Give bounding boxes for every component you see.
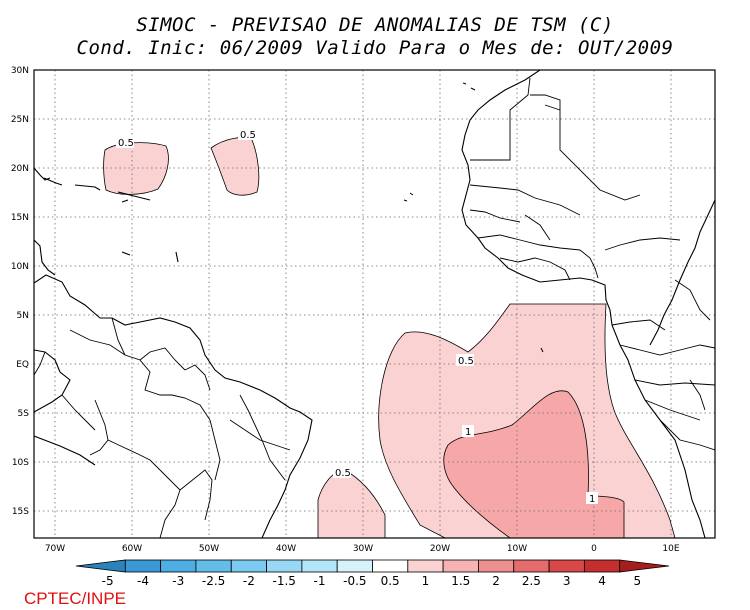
anomaly-region-atlantic-north [210, 137, 260, 196]
lat-label: 25N [11, 115, 29, 125]
lat-label: 15S [12, 507, 29, 517]
map-plot-area: 0.5 0.5 0.5 0.5 1 1 [34, 70, 715, 538]
lon-label: 10E [662, 544, 679, 554]
colorbar-swatch [619, 559, 670, 573]
lon-label: 50W [199, 544, 219, 554]
longitude-labels: 70W 60W 50W 40W 30W 20W 10W 0 10E [45, 544, 680, 554]
colorbar-swatch [266, 559, 303, 573]
colorbar-label: 4 [598, 574, 606, 588]
colorbar-label: 2.5 [522, 574, 541, 588]
anomaly-region-south-brazil [317, 469, 386, 538]
colorbar-label: 3 [563, 574, 571, 588]
contour-label-6: 1 [589, 494, 595, 505]
map-subtitle: Cond. Inic: 06/2009 Valido Para o Mes de… [76, 37, 674, 59]
colorbar-swatch [548, 559, 585, 573]
africa-borders [469, 77, 715, 451]
colorbar-label: 1.5 [451, 574, 470, 588]
colorbar-swatch [442, 559, 479, 573]
colorbar-swatch [124, 559, 162, 573]
lat-label: 5N [17, 311, 29, 321]
colorbar-label: -4 [137, 574, 149, 588]
colorbar-swatch [407, 559, 444, 573]
gridlines [34, 70, 715, 538]
lat-label: 15N [11, 213, 29, 223]
south-america-borders [34, 317, 291, 538]
colorbar-label: 0.5 [381, 574, 400, 588]
contour-label-4: 0.5 [335, 468, 351, 479]
colorbar-label: -2 [243, 574, 255, 588]
latitude-labels: 30N 25N 20N 15N 10N 5N EQ 5S 10S 15S [11, 66, 29, 517]
lon-label: 30W [353, 544, 373, 554]
colorbar-label: 1 [422, 574, 430, 588]
colorbar-label: -3 [172, 574, 184, 588]
colorbar-swatch [478, 559, 515, 573]
lon-label: 40W [276, 544, 296, 554]
colorbar-swatch [160, 559, 197, 573]
colorbar-label: -1 [314, 574, 326, 588]
colorbar-swatch [301, 559, 338, 573]
lon-label: 60W [122, 544, 142, 554]
islands [403, 82, 544, 353]
lat-label: 20N [11, 164, 29, 174]
colorbar-swatch [583, 559, 621, 573]
lon-label: 0 [591, 544, 597, 554]
caribbean-coastline [34, 167, 179, 276]
lat-label: 10S [12, 458, 29, 468]
contour-label-1: 0.5 [118, 138, 134, 149]
colorbar-label: 5 [634, 574, 642, 588]
contour-labels: 0.5 0.5 0.5 0.5 1 1 [116, 128, 598, 505]
contour-label-2: 0.5 [240, 130, 256, 141]
colorbar-swatch [195, 559, 232, 573]
colorbar-label: -0.5 [343, 574, 366, 588]
contour-label-3: 0.5 [458, 356, 474, 367]
south-america-coastline [34, 274, 313, 538]
colorbar-label: -5 [102, 574, 114, 588]
colorbar-label: 2 [492, 574, 500, 588]
colorbar-swatch [336, 559, 373, 573]
colorbar: -5 -4 -3 -2.5 -2 -1.5 -1 -0.5 0.5 1 1.5 2 2.5 3 4 5 [75, 559, 670, 588]
lon-label: 10W [507, 544, 527, 554]
lon-label: 70W [45, 544, 65, 554]
footer-credit: CPTEC/INPE [24, 589, 127, 608]
colorbar-swatch [372, 559, 409, 573]
colorbar-label: -1.5 [273, 574, 296, 588]
lat-label: EQ [16, 360, 29, 370]
colorbar-swatch [513, 559, 550, 573]
lat-label: 5S [18, 409, 30, 419]
africa-coastline [461, 70, 715, 538]
map-frame [33, 69, 716, 539]
colorbar-swatch [75, 559, 126, 573]
lat-label: 30N [11, 66, 29, 76]
anomaly-region-caribbean-east [103, 142, 169, 195]
lon-label: 20W [430, 544, 450, 554]
colorbar-swatch [230, 559, 267, 573]
colorbar-label: -2.5 [202, 574, 225, 588]
contour-label-5: 1 [465, 427, 471, 438]
lat-label: 10N [11, 262, 29, 272]
map-title: SIMOC - PREVISAO DE ANOMALIAS DE TSM (C) [136, 14, 614, 36]
